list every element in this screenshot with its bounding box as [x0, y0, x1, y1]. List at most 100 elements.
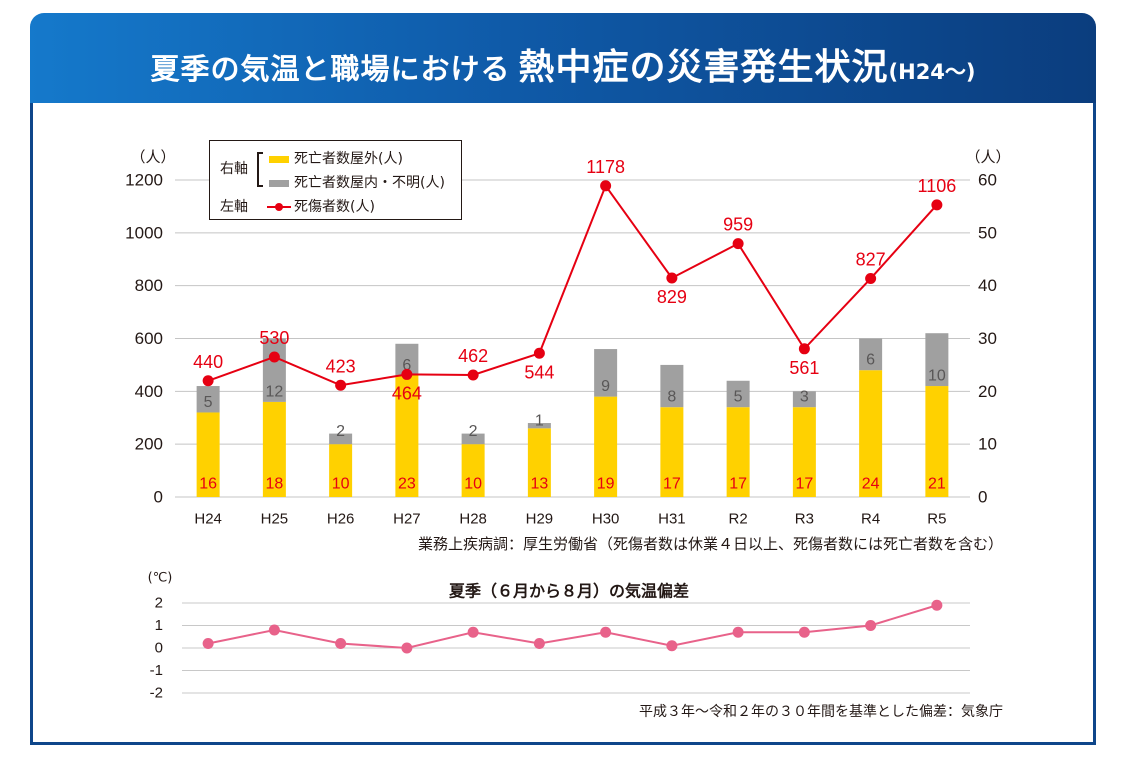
bar-label-outdoor: 17 — [729, 476, 747, 493]
bar-outdoor-deaths — [395, 375, 419, 497]
temp-anomaly-point — [401, 642, 413, 654]
legend-label-indoor: 死亡者数屋内・不明(人) — [294, 175, 445, 191]
bar-label-outdoor: 10 — [332, 476, 350, 493]
category-label: H25 — [261, 511, 289, 528]
category-label: H28 — [459, 511, 487, 528]
temp-anomaly-point — [865, 620, 877, 631]
page-title: 夏季の気温と職場における 熱中症の災害発生状況(H24〜) — [150, 38, 975, 90]
category-label: R3 — [795, 511, 814, 528]
source-note-temperature: 平成３年〜令和２年の３０年間を基準とした偏差：気象庁 — [639, 704, 1003, 720]
temp-anomaly-line — [207, 604, 938, 650]
temp-anomaly-point — [732, 626, 744, 638]
casualties-label: 440 — [193, 352, 223, 372]
content-frame — [30, 103, 1096, 745]
legend-swatch-outdoor — [269, 156, 289, 163]
bar-label-outdoor: 10 — [464, 476, 482, 493]
bar-label-indoor: 6 — [402, 357, 411, 374]
bar-outdoor-deaths — [461, 444, 485, 497]
casualties-point — [798, 343, 810, 355]
bar-label-outdoor: 24 — [862, 476, 880, 493]
bar-indoor-deaths — [329, 433, 353, 445]
bar-indoor-deaths — [859, 338, 883, 371]
temp-anomaly-point — [666, 640, 678, 652]
title-period: (H24〜) — [888, 60, 976, 84]
bar-label-indoor: 3 — [800, 389, 809, 406]
right-axis-tick-label: 20 — [978, 382, 997, 401]
bar-label-indoor: 10 — [928, 368, 946, 385]
title-main: 夏季の気温と職場における — [150, 52, 511, 86]
temp-anomaly-point — [798, 626, 810, 638]
bar-label-indoor: 1 — [535, 413, 544, 430]
bar-outdoor-deaths — [594, 396, 618, 497]
right-axis-tick-label: 50 — [978, 223, 997, 242]
temp-anomaly-point — [335, 638, 347, 649]
bar-indoor-deaths — [527, 423, 551, 429]
category-label: H30 — [592, 511, 620, 528]
category-label: R4 — [861, 511, 880, 528]
bar-outdoor-deaths — [726, 407, 750, 497]
title-banner: 夏季の気温と職場における 熱中症の災害発生状況(H24〜) — [30, 13, 1096, 103]
casualties-point — [931, 199, 943, 211]
bar-label-indoor: 2 — [336, 423, 345, 440]
left-axis-tick-label: 1200 — [125, 171, 163, 190]
bar-label-outdoor: 16 — [199, 476, 217, 493]
bar-outdoor-deaths — [262, 401, 286, 497]
temp-anomaly-point — [931, 599, 943, 611]
bar-label-indoor: 9 — [601, 378, 610, 395]
bar-label-outdoor: 13 — [530, 476, 548, 493]
bar-label-indoor: 5 — [204, 394, 213, 411]
heatstroke-combo-chart: （人） （人） 0 200 400 600 800 1000 1200 0 10 20 30 40 50… — [125, 148, 1010, 528]
bar-indoor-deaths — [792, 391, 816, 408]
bar-indoor-deaths — [395, 343, 419, 376]
bar-indoor-deaths — [925, 333, 949, 387]
bar-label-outdoor: 17 — [663, 476, 681, 493]
temp-axis-tick-label: -1 — [150, 662, 163, 679]
casualties-label: 829 — [657, 287, 687, 307]
bar-outdoor-deaths — [859, 370, 883, 497]
right-axis-tick-label: 40 — [978, 276, 997, 295]
casualties-point — [666, 272, 678, 284]
category-label: H29 — [526, 511, 554, 528]
left-axis-tick-label: 600 — [135, 329, 163, 348]
right-axis-unit: （人） — [965, 148, 1010, 166]
bar-outdoor-deaths — [660, 407, 684, 497]
category-label: R2 — [729, 511, 748, 528]
casualties-point — [401, 368, 413, 380]
temp-gridlines — [182, 602, 970, 694]
casualties-label: 561 — [789, 358, 819, 378]
left-axis-tick-label: 1000 — [125, 223, 163, 242]
casualties-line — [207, 183, 938, 387]
casualties-point — [202, 375, 214, 387]
title-emphasis: 熱中症の災害発生状況 — [518, 47, 889, 88]
source-note-casualties: 業務上疾病調：厚生労働省（死傷者数は休業４日以上、死傷者数には死亡者数を含む） — [417, 535, 1003, 553]
temp-anomaly-point — [600, 626, 612, 638]
legend-right-axis-label: 右軸 — [220, 161, 248, 177]
casualties-point — [533, 347, 545, 359]
temp-axis-tick-label: 2 — [155, 595, 163, 612]
casualties-point — [335, 379, 347, 391]
temp-axis-unit: (℃) — [148, 571, 173, 586]
casualties-label: 1106 — [918, 176, 957, 196]
casualties-point — [467, 369, 479, 381]
bar-label-outdoor: 19 — [597, 476, 615, 493]
bar-indoor-deaths — [262, 338, 286, 402]
left-axis-tick-label: 0 — [154, 488, 163, 507]
chart-legend: 右軸 死亡者数屋外(人) 死亡者数屋内・不明(人) 左軸 死傷者数(人) — [209, 140, 462, 220]
category-label: R5 — [927, 511, 946, 528]
temp-axis-tick-label: 1 — [155, 617, 163, 634]
casualties-label: 464 — [392, 383, 422, 403]
temp-axis-tick-label: -2 — [150, 685, 163, 702]
casualties-label: 959 — [723, 215, 753, 235]
casualties-label: 462 — [458, 346, 488, 366]
casualties-point — [865, 273, 877, 285]
right-axis-tick-label: 60 — [978, 171, 997, 190]
legend-dot-sample — [275, 203, 283, 211]
category-label: H24 — [194, 511, 222, 528]
bar-label-indoor: 5 — [734, 389, 743, 406]
temp-anomaly-point — [268, 624, 280, 636]
bar-outdoor-deaths — [792, 407, 816, 497]
bar-outdoor-deaths — [925, 386, 949, 497]
bar-indoor-deaths — [461, 433, 485, 445]
right-axis-tick-label: 30 — [978, 329, 997, 348]
